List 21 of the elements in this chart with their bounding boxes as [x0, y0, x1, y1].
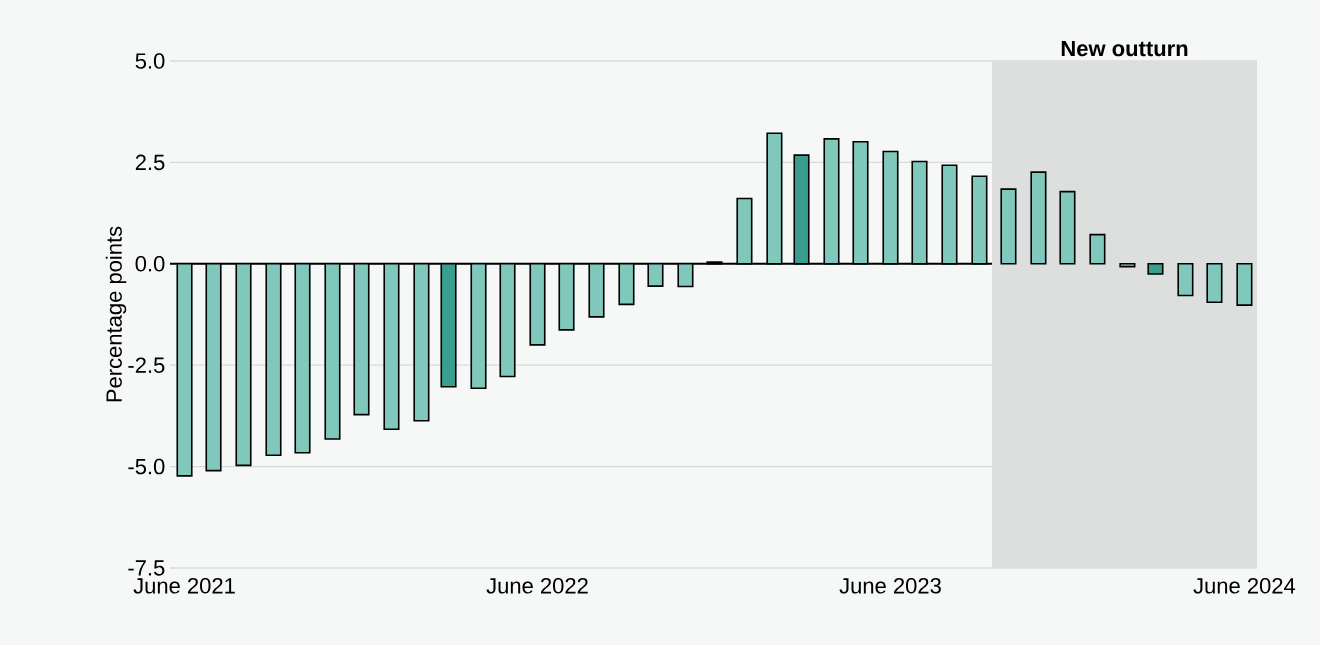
y-tick-label: 5.0	[135, 53, 165, 69]
bar	[1000, 188, 1017, 265]
bar	[1236, 262, 1253, 306]
x-tick-label: June 2023	[839, 578, 941, 594]
bar	[1147, 262, 1164, 275]
bar	[1059, 190, 1076, 265]
band-label: New outturn	[1061, 40, 1188, 57]
y-tick-label: 0.0	[135, 255, 165, 272]
y-axis-title: Percentage points	[105, 226, 127, 402]
bar	[1119, 262, 1136, 268]
y-tick-label: 2.5	[135, 154, 165, 171]
y-tick-label: -5.0	[128, 458, 165, 475]
bar	[1206, 262, 1223, 304]
bar	[1089, 233, 1106, 265]
x-tick-label: June 2024	[1193, 578, 1296, 594]
x-tick-label: June 2022	[486, 578, 588, 594]
bar	[1030, 171, 1047, 265]
y-tick-label: -2.5	[128, 357, 165, 373]
bar	[1177, 262, 1194, 297]
y-tick-label: -7.5	[128, 560, 165, 576]
x-tick-label: June 2021	[133, 578, 235, 594]
